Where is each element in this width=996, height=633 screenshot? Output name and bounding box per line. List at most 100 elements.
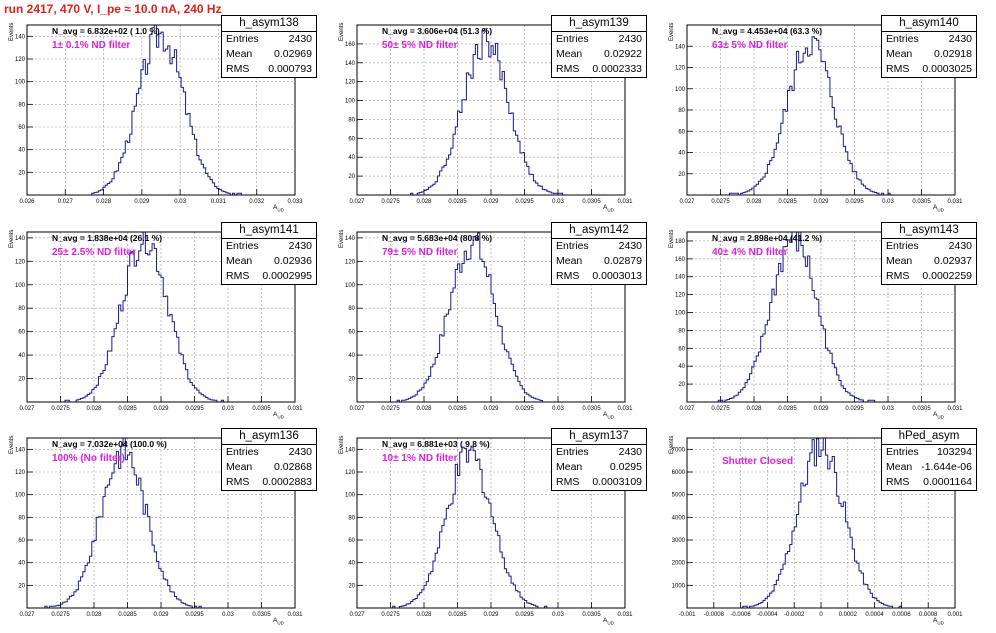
stats-value: 0.02868: [274, 461, 312, 473]
x-tick-label: 0.0285: [118, 612, 137, 618]
stats-row-entries: Entries 2430: [882, 32, 976, 47]
stats-title: h_asym143: [882, 223, 976, 239]
stats-value: 2430: [288, 33, 312, 45]
y-tick-label: 120: [15, 259, 26, 265]
x-tick-label: 0.0275: [711, 406, 730, 412]
histogram-line: [27, 24, 295, 196]
stats-title: h_asym138: [222, 16, 316, 32]
stats-value: 0.0001164: [923, 476, 972, 488]
stats-key: Entries: [886, 33, 919, 45]
x-axis-label: AUD: [273, 411, 284, 420]
stats-box: hPed_asym Entries 103294 Mean -1.644e-06 RMS 0…: [881, 428, 977, 491]
y-tick-label: 60: [348, 538, 355, 544]
stats-value: 2430: [948, 240, 972, 252]
x-axis-label: AUD: [933, 204, 944, 213]
stats-row-rms: RMS 0.0003025: [882, 62, 976, 77]
stats-key: Mean: [886, 255, 913, 267]
x-tick-label: 0.0275: [711, 199, 730, 205]
y-tick-label: 120: [345, 470, 356, 476]
filter-label: 79± 5% ND filter: [382, 247, 458, 258]
x-tick-label: 0.028: [746, 199, 762, 205]
stats-row-mean: Mean 0.0295: [552, 460, 646, 475]
stats-row-mean: Mean 0.02918: [882, 47, 976, 62]
y-tick-label: 140: [675, 44, 686, 50]
y-tick-label: 5000: [672, 493, 686, 499]
stats-box: h_asym138 Entries 2430 Mean 0.02969 RMS 0.0007…: [221, 15, 317, 78]
x-tick-label: 0.0002: [839, 612, 858, 618]
n-avg-annotation: N_avg = 5.683e+04 (80.8 %): [382, 233, 493, 243]
x-tick-label: 0.028: [746, 406, 762, 412]
histogram-pad-hPed_asym: -0.001 -0.0008 -0.0006 -0.0004 -0.0002 0 0.000…: [660, 428, 980, 633]
stats-value: 0.02936: [274, 255, 312, 267]
x-tick-label: 0.029: [813, 199, 829, 205]
y-tick-label: 60: [678, 129, 685, 135]
x-tick-label: 0.027: [349, 199, 365, 205]
x-axis-label: AUD: [273, 617, 284, 626]
x-tick-label: 0.0305: [912, 406, 931, 412]
y-tick-label: 120: [675, 66, 686, 72]
y-tick-label: 80: [348, 306, 355, 312]
stats-key: RMS: [556, 476, 580, 488]
x-tick-label: 0.031: [287, 612, 303, 618]
stats-key: RMS: [886, 63, 910, 75]
stats-box: h_asym137 Entries 2430 Mean 0.0295 RMS 0.00031…: [551, 428, 647, 491]
y-tick-label: 100: [345, 493, 356, 499]
stats-value: 0.0003025: [922, 63, 972, 75]
stats-row-entries: Entries 2430: [222, 239, 316, 254]
stats-value: 2430: [618, 446, 642, 458]
canvas-title: run 2417, 470 V, I_pe ≈ 10.0 nA, 240 Hz: [4, 2, 222, 16]
y-tick-label: 140: [15, 447, 26, 453]
y-tick-label: 20: [18, 170, 25, 176]
histogram-pad-h_asym138: 0.026 0.027 0.028 0.029 0.03 0.031 0.032 0.033 2…: [0, 15, 320, 220]
x-tick-label: 0.0305: [252, 406, 271, 412]
stats-row-mean: Mean -1.644e-06: [882, 460, 976, 475]
y-tick-label: 120: [345, 259, 356, 265]
y-tick-label: 40: [678, 151, 685, 157]
n-avg-annotation: N_avg = 2.898e+04 (41.2 %): [712, 233, 823, 243]
x-tick-label: 0.03: [222, 406, 234, 412]
n-avg-annotation: N_avg = 6.832e+02 ( 1.0 %): [52, 26, 160, 36]
x-tick-label: -0.001: [678, 612, 696, 618]
y-tick-label: 7000: [672, 447, 686, 453]
y-tick-label: 4000: [672, 515, 686, 521]
x-tick-label: 0.0285: [448, 406, 467, 412]
x-tick-label: 0.028: [96, 199, 112, 205]
histogram-svg: 0.027 0.0275 0.028 0.0285 0.029 0.0295 0.03 0.0…: [345, 24, 633, 205]
y-axis-label: Events: [9, 22, 15, 41]
y-tick-label: 20: [678, 382, 685, 388]
stats-row-entries: Entries 2430: [222, 445, 316, 460]
x-tick-label: 0.0305: [252, 612, 271, 618]
x-tick-label: 0.0004: [865, 612, 884, 618]
stats-key: RMS: [556, 63, 580, 75]
x-tick-label: 0.031: [617, 199, 633, 205]
x-tick-label: 0.032: [249, 199, 265, 205]
stats-row-rms: RMS 0.0002259: [882, 269, 976, 284]
y-tick-label: 1000: [672, 583, 686, 589]
stats-key: Mean: [886, 48, 913, 60]
y-tick-label: 20: [348, 174, 355, 180]
filter-label: 40± 4% ND filter: [712, 247, 788, 258]
y-tick-label: 140: [675, 275, 686, 281]
stats-value: 0.0295: [609, 461, 642, 473]
x-tick-label: 0.0006: [892, 612, 911, 618]
x-tick-label: 0.001: [947, 612, 963, 618]
n-avg-annotation: N_avg = 4.453e+04 (63.3 %): [712, 26, 823, 36]
y-tick-label: 100: [675, 311, 686, 317]
x-tick-label: 0.027: [19, 612, 35, 618]
x-tick-label: 0.027: [679, 199, 695, 205]
stats-box: h_asym140 Entries 2430 Mean 0.02918 RMS 0.0003…: [881, 15, 977, 78]
x-tick-label: 0.026: [19, 199, 35, 205]
n-avg-annotation: N_avg = 6.881e+03 ( 9.8 %): [382, 439, 490, 449]
y-tick-label: 160: [345, 42, 356, 48]
y-tick-label: 100: [675, 87, 686, 93]
stats-row-mean: Mean 0.02936: [222, 254, 316, 269]
y-tick-label: 20: [18, 583, 25, 589]
x-tick-label: 0.0295: [185, 406, 204, 412]
y-axis-label: Events: [669, 229, 675, 248]
y-tick-label: 180: [675, 239, 686, 245]
x-tick-label: 0.0275: [381, 612, 400, 618]
x-tick-label: 0.0008: [919, 612, 938, 618]
stats-value: 0.0002333: [592, 63, 642, 75]
x-axis-label: AUD: [603, 617, 614, 626]
x-tick-label: 0.0285: [448, 612, 467, 618]
